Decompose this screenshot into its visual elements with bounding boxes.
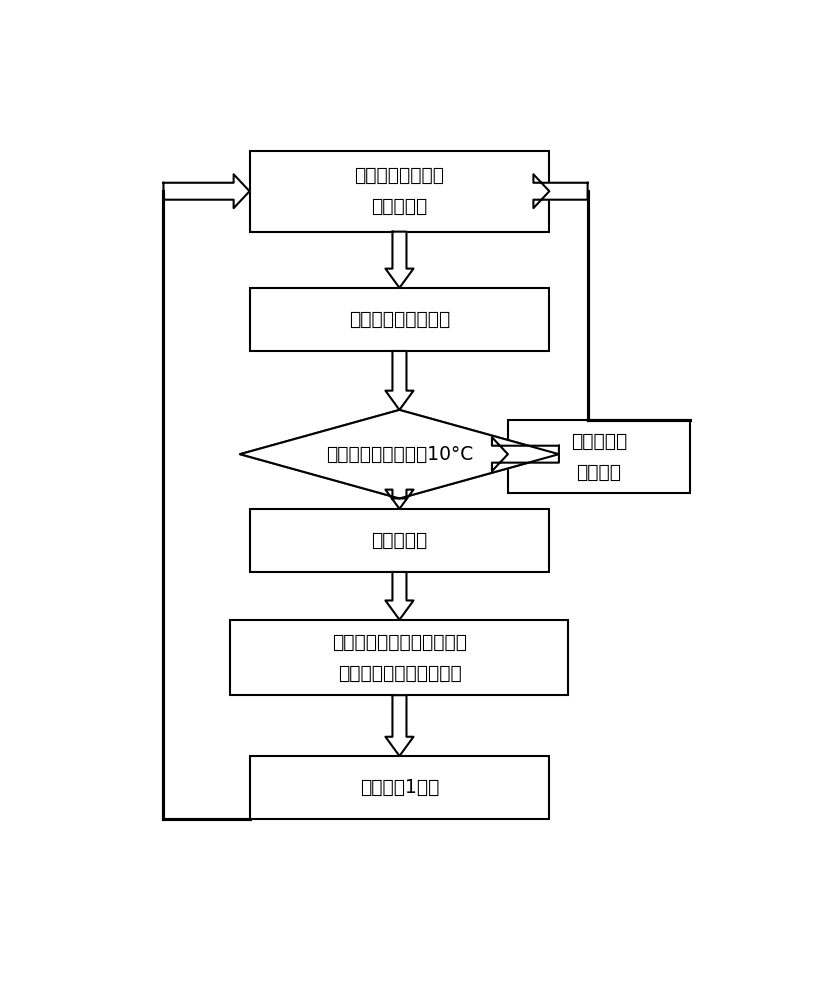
Bar — [249, 509, 550, 572]
Text: 持续制水1分钟: 持续制水1分钟 — [360, 778, 439, 797]
Text: 采集温度、湿度、
光照度数据: 采集温度、湿度、 光照度数据 — [355, 166, 444, 216]
Text: 启动制水机: 启动制水机 — [371, 531, 428, 550]
Polygon shape — [385, 351, 413, 410]
Text: 露点差是否小于等于10°C: 露点差是否小于等于10°C — [326, 445, 473, 464]
Polygon shape — [492, 437, 559, 471]
Polygon shape — [385, 490, 413, 509]
Polygon shape — [385, 695, 413, 756]
Bar — [249, 288, 550, 351]
Bar — [508, 420, 690, 493]
Text: 关闭制水机
关闭风扇: 关闭制水机 关闭风扇 — [570, 432, 627, 482]
Polygon shape — [533, 174, 588, 208]
Polygon shape — [385, 232, 413, 288]
Polygon shape — [240, 410, 559, 498]
Polygon shape — [164, 174, 249, 208]
Text: 查表获取温度露点差: 查表获取温度露点差 — [349, 310, 450, 329]
Bar — [249, 756, 550, 819]
Bar — [230, 620, 569, 695]
Bar — [249, 151, 550, 232]
Text: 以露点差除以当前相对湿度
并查表设定当前风扇转速: 以露点差除以当前相对湿度 并查表设定当前风扇转速 — [332, 632, 467, 682]
Polygon shape — [385, 572, 413, 620]
